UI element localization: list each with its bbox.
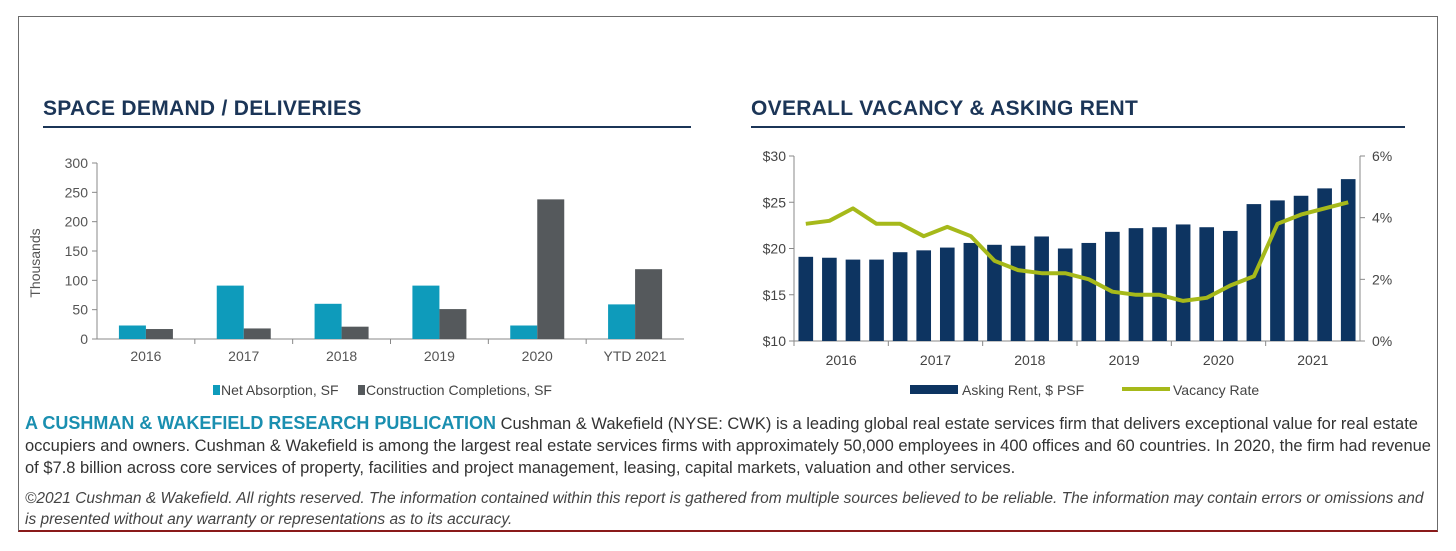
legend-swatch bbox=[358, 385, 365, 395]
bar-construction-completions bbox=[341, 326, 369, 339]
legend-label: Construction Completions, SF bbox=[366, 382, 552, 398]
x-tick-label: 2020 bbox=[1203, 352, 1234, 368]
x-tick-label: 2019 bbox=[424, 348, 455, 364]
right-tick-label: 0% bbox=[1372, 333, 1392, 349]
left-tick-label: $10 bbox=[763, 333, 787, 349]
publication-heading: A CUSHMAN & WAKEFIELD RESEARCH PUBLICATI… bbox=[25, 413, 496, 433]
x-tick-label: 2018 bbox=[326, 348, 357, 364]
x-tick-label: 2021 bbox=[1297, 352, 1328, 368]
x-tick-label: 2016 bbox=[826, 352, 857, 368]
report-frame bbox=[18, 16, 1438, 532]
bar-asking-rent bbox=[869, 259, 884, 341]
bar-net-absorption bbox=[314, 303, 342, 339]
bar-construction-completions bbox=[243, 328, 271, 339]
bar-construction-completions bbox=[145, 329, 173, 339]
bar-net-absorption bbox=[118, 325, 146, 339]
bar-asking-rent bbox=[1175, 224, 1191, 341]
left-tick-label: $25 bbox=[763, 194, 787, 210]
left-tick-label: $30 bbox=[763, 148, 787, 164]
line-vacancy-rate bbox=[805, 200, 1349, 303]
bar-asking-rent bbox=[1081, 242, 1097, 341]
bar-asking-rent bbox=[798, 256, 814, 341]
bar-net-absorption bbox=[510, 325, 538, 339]
bar-asking-rent bbox=[1340, 179, 1356, 341]
left-tick-label: $20 bbox=[763, 241, 787, 257]
x-tick-label: 2020 bbox=[522, 348, 553, 364]
bar-construction-completions bbox=[439, 309, 467, 339]
y-axis-label: Thousands bbox=[27, 228, 43, 297]
legend-label-asking-rent: Asking Rent, $ PSF bbox=[962, 382, 1084, 398]
bar-asking-rent bbox=[1010, 245, 1026, 341]
y-tick-label: 250 bbox=[65, 184, 89, 200]
bar-asking-rent bbox=[1057, 248, 1073, 341]
y-tick-label: 100 bbox=[65, 272, 89, 288]
bar-asking-rent bbox=[939, 247, 955, 341]
bar-construction-completions bbox=[635, 269, 663, 339]
legend-label: Net Absorption, SF bbox=[221, 382, 339, 398]
legend-swatch bbox=[213, 385, 220, 395]
y-tick-label: 300 bbox=[65, 155, 89, 171]
legend-swatch-asking-rent bbox=[910, 385, 958, 394]
left-tick-label: $15 bbox=[763, 287, 787, 303]
y-tick-label: 50 bbox=[72, 302, 88, 318]
bar-construction-completions bbox=[537, 199, 565, 339]
bar-net-absorption bbox=[412, 285, 440, 339]
bar-asking-rent bbox=[916, 250, 932, 341]
publication-body: Cushman & Wakefield (NYSE: CWK) is a lea… bbox=[25, 415, 1431, 477]
bar-asking-rent bbox=[1105, 231, 1120, 341]
x-tick-label: 2017 bbox=[228, 348, 259, 364]
title-rule-left bbox=[43, 126, 691, 128]
title-rule-right bbox=[751, 126, 1405, 128]
bar-asking-rent bbox=[845, 259, 861, 341]
publication-blurb: A CUSHMAN & WAKEFIELD RESEARCH PUBLICATI… bbox=[25, 412, 1435, 479]
right-tick-label: 4% bbox=[1372, 210, 1392, 226]
x-tick-label: YTD 2021 bbox=[604, 348, 667, 364]
x-tick-label: 2019 bbox=[1109, 352, 1140, 368]
right-tick-label: 2% bbox=[1372, 271, 1392, 287]
bar-asking-rent bbox=[1034, 236, 1049, 341]
bar-asking-rent bbox=[1199, 227, 1215, 341]
x-tick-label: 2018 bbox=[1014, 352, 1045, 368]
y-tick-label: 200 bbox=[65, 214, 89, 230]
x-tick-label: 2016 bbox=[130, 348, 161, 364]
bar-asking-rent bbox=[963, 242, 979, 341]
bar-asking-rent bbox=[1128, 228, 1144, 341]
chart-title-vacancy-rent: OVERALL VACANCY & ASKING RENT bbox=[751, 97, 1139, 120]
copyright-notice: ©2021 Cushman & Wakefield. All rights re… bbox=[25, 490, 1424, 528]
bar-net-absorption bbox=[216, 285, 244, 339]
legend-label-vacancy-rate: Vacancy Rate bbox=[1173, 382, 1259, 398]
x-tick-label: 2017 bbox=[920, 352, 951, 368]
right-tick-label: 6% bbox=[1372, 148, 1392, 164]
y-tick-label: 150 bbox=[65, 243, 89, 259]
bar-net-absorption bbox=[608, 304, 636, 339]
bar-asking-rent bbox=[1293, 195, 1309, 341]
bar-asking-rent bbox=[987, 244, 1002, 341]
y-tick-label: 0 bbox=[80, 331, 88, 347]
bar-asking-rent bbox=[822, 257, 837, 341]
bar-asking-rent bbox=[1317, 188, 1332, 341]
chart-title-space-demand: SPACE DEMAND / DELIVERIES bbox=[43, 97, 362, 120]
bar-asking-rent bbox=[1152, 227, 1167, 341]
bar-asking-rent bbox=[892, 252, 908, 341]
